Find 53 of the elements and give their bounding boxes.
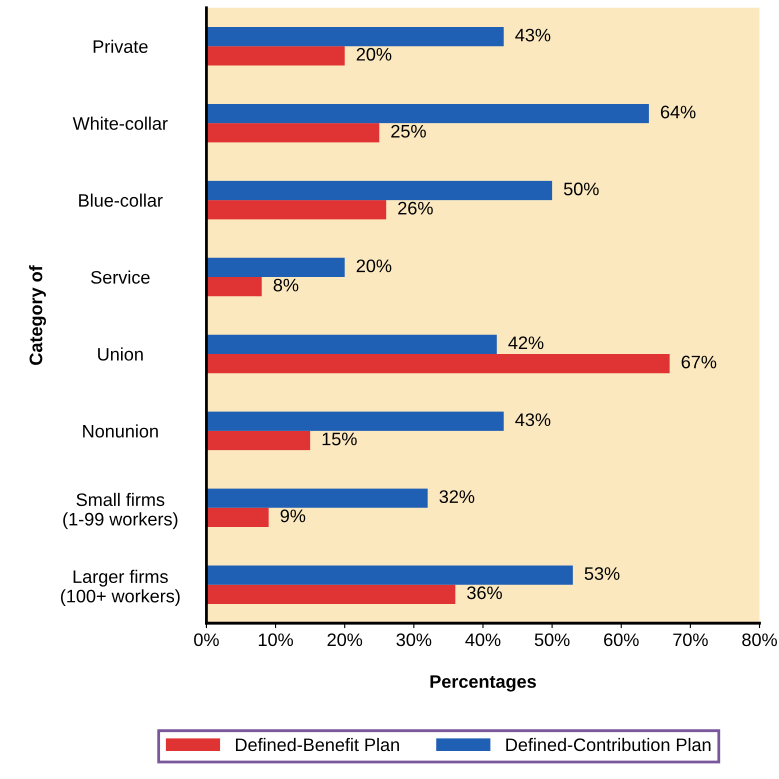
bar <box>206 334 497 354</box>
x-tick-label: 50% <box>534 633 570 646</box>
x-tick-label: 20% <box>328 633 362 646</box>
data-label: 26% <box>398 202 433 215</box>
data-label: 15% <box>322 432 357 446</box>
legend-label: Defined-Benefit Plan <box>236 738 399 752</box>
x-tick-label: 30% <box>396 633 432 646</box>
bar <box>206 180 552 200</box>
data-label: 50% <box>564 182 599 196</box>
bar <box>206 123 380 142</box>
bar <box>206 584 456 604</box>
y-tick-label: Private <box>94 40 148 53</box>
y-tick-label: Larger firms (100+ workers) <box>60 570 180 606</box>
bar <box>206 27 504 46</box>
data-label: 32% <box>439 490 474 504</box>
bar <box>206 46 345 66</box>
x-axis-title: Percentages <box>430 675 536 692</box>
bar <box>206 508 269 528</box>
y-tick-label: Nonunion <box>83 424 158 438</box>
y-tick-label: White-collar <box>72 116 168 130</box>
data-label: 36% <box>467 586 502 600</box>
x-tick-label: 0% <box>194 633 219 646</box>
data-label: 8% <box>274 278 298 292</box>
y-tick-label: Union <box>98 347 143 361</box>
x-tick-label: 40% <box>465 633 500 646</box>
bar <box>206 277 262 296</box>
legend-label: Defined-Contribution Plan <box>506 738 710 752</box>
data-label: 43% <box>515 28 550 42</box>
bar <box>206 200 386 220</box>
y-tick-label: Service <box>91 270 150 284</box>
data-label: 67% <box>682 356 716 368</box>
bar <box>206 258 345 278</box>
x-tick-label: 60% <box>604 633 639 646</box>
data-label: 43% <box>515 413 550 426</box>
y-tick-label: Blue-collar <box>79 194 163 207</box>
y-tick-label: Small firms (1-99 workers) <box>63 492 178 530</box>
bar <box>206 412 504 431</box>
data-label: 25% <box>391 124 426 138</box>
bar <box>206 566 573 585</box>
data-label: 20% <box>356 48 392 61</box>
data-label: 53% <box>584 567 620 580</box>
data-label: 9% <box>280 509 306 522</box>
y-axis-title: Category of <box>29 265 46 365</box>
bar <box>206 104 649 124</box>
bar <box>206 354 670 374</box>
x-tick-label: 10% <box>258 633 293 646</box>
x-tick-label: 70% <box>673 633 708 646</box>
bar <box>206 488 428 508</box>
data-label: 64% <box>660 106 696 118</box>
bar <box>206 430 310 450</box>
data-label: 20% <box>356 259 392 272</box>
data-label: 42% <box>508 336 544 350</box>
x-tick-label: 80% <box>742 633 777 646</box>
